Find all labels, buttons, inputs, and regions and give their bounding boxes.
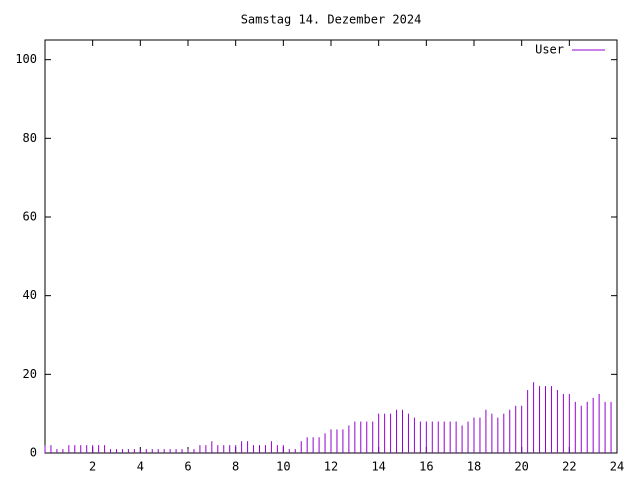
x-tick-label: 12 [324, 460, 338, 474]
y-tick-label: 20 [23, 367, 37, 381]
x-tick-label: 2 [89, 460, 96, 474]
x-tick-label: 8 [232, 460, 239, 474]
y-tick-label: 100 [15, 52, 37, 66]
x-tick-label: 20 [514, 460, 528, 474]
x-tick-label: 22 [562, 460, 576, 474]
x-tick-label: 24 [610, 460, 624, 474]
x-tick-label: 16 [419, 460, 433, 474]
chart-title: Samstag 14. Dezember 2024 [241, 13, 422, 27]
x-tick-label: 14 [371, 460, 385, 474]
y-tick-label: 80 [23, 131, 37, 145]
x-tick-label: 6 [184, 460, 191, 474]
y-tick-label: 40 [23, 288, 37, 302]
x-tick-label: 18 [467, 460, 481, 474]
x-tick-label: 4 [137, 460, 144, 474]
y-tick-label: 60 [23, 210, 37, 224]
x-tick-label: 10 [276, 460, 290, 474]
legend-label: User [535, 43, 564, 57]
plot-frame [44, 39, 618, 454]
y-tick-label: 0 [30, 446, 37, 460]
